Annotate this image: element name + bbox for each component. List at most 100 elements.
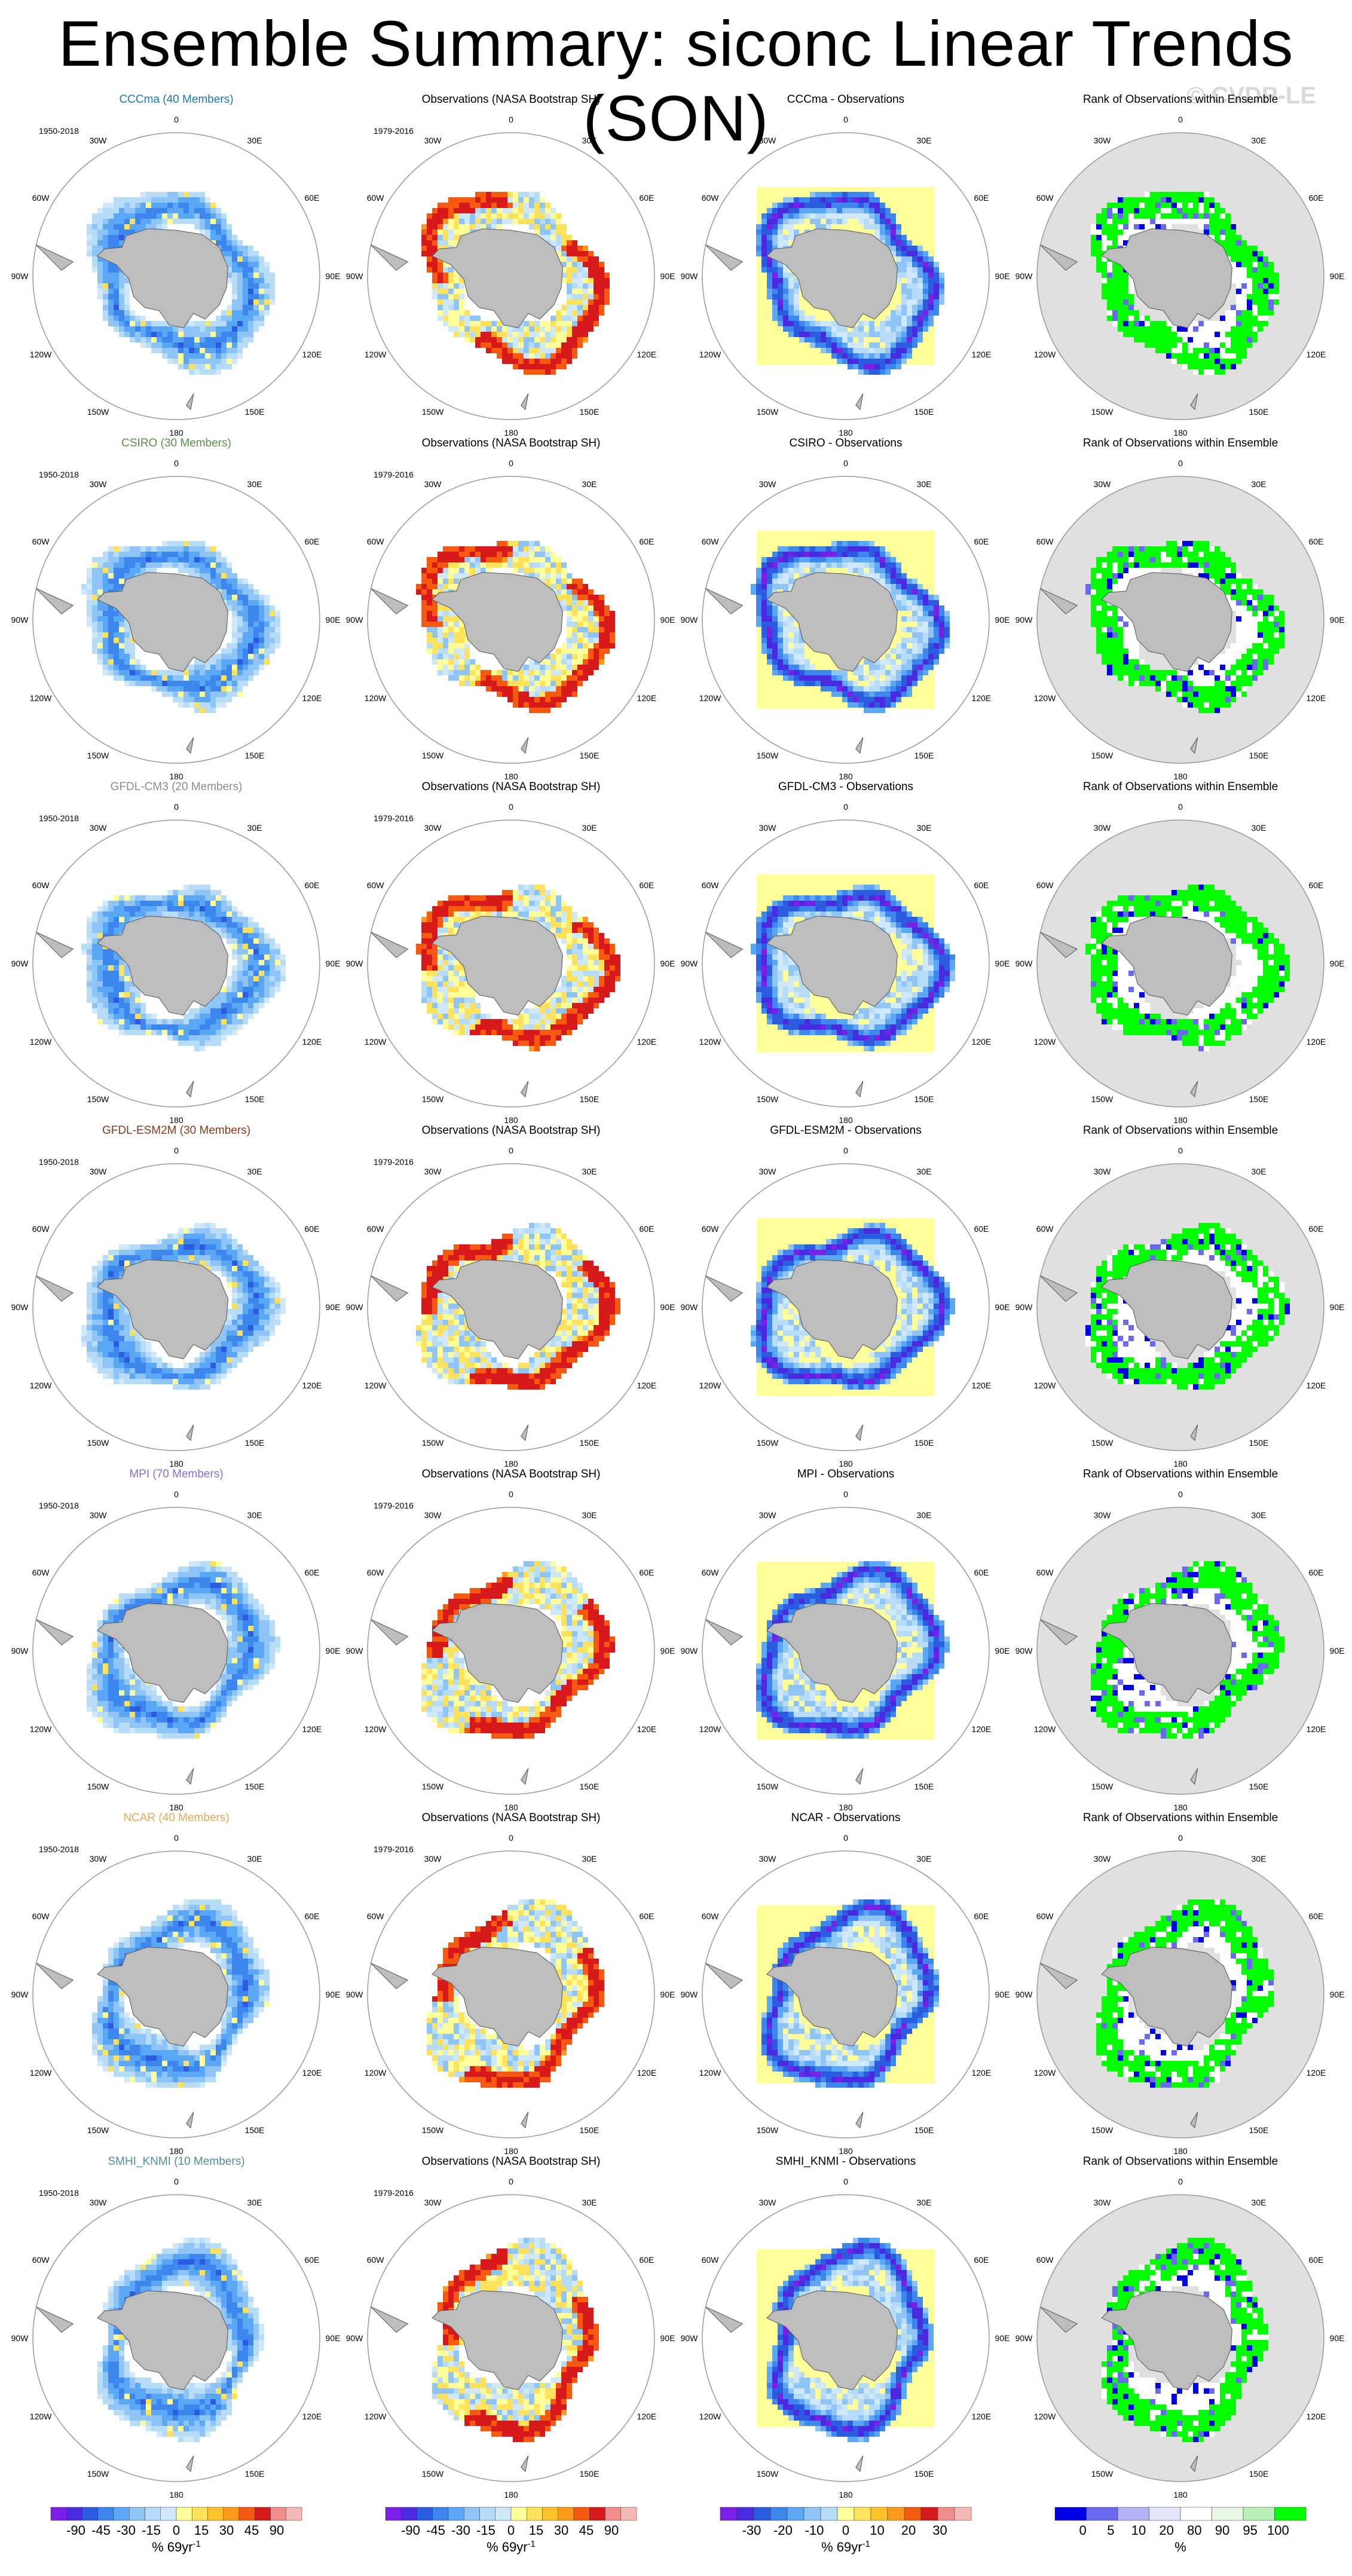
lon-label: 30W [1094, 1167, 1112, 1176]
colorbar-swatch [82, 2507, 98, 2521]
lon-label: 30W [759, 136, 777, 145]
colorbar-swatch [542, 2507, 558, 2521]
colorbar-swatch [904, 2507, 922, 2521]
colorbar-swatch [589, 2507, 605, 2521]
colorbar-tick-label: -30 [117, 2523, 136, 2538]
colorbar-tick-label: 30 [219, 2523, 234, 2538]
lon-label: 90E [1330, 1990, 1345, 1999]
colorbar-unit: % 69yr-1 [821, 2539, 870, 2554]
colorbar-swatch [160, 2507, 177, 2521]
map-boundary [702, 1850, 990, 2138]
antarctica-land [1101, 916, 1232, 1015]
polar-map-panel: 0 30E 60E 90E 120E 150E 180 150W 120W 90W 60W 30W [1015, 2177, 1345, 2499]
lon-label: 0 [509, 2177, 513, 2186]
new-zealand-land [855, 1081, 864, 1098]
lon-label: 0 [509, 1489, 513, 1499]
colorbar-swatch [837, 2507, 855, 2521]
lon-label: 150W [422, 1782, 444, 1791]
lon-label: 30E [247, 1167, 262, 1176]
colorbar-swatch [527, 2507, 543, 2521]
lon-label: 60E [974, 2255, 989, 2265]
colorbar-tick-label: 30 [932, 2523, 947, 2538]
lon-label: 60E [974, 1224, 989, 1234]
lon-label: 180 [169, 1115, 183, 1125]
lon-label: 60W [32, 880, 50, 890]
lon-label: 90E [326, 959, 341, 968]
antarctica-land [97, 1603, 228, 1703]
period-label: 1950-2018 [39, 1844, 79, 1854]
lon-label: 90E [660, 271, 675, 281]
new-zealand-land [186, 737, 194, 754]
colorbar-unit: % 69yr-1 [152, 2539, 201, 2554]
lon-label: 180 [839, 1115, 853, 1125]
new-zealand-land [521, 1424, 529, 1442]
lon-label: 30W [759, 479, 777, 489]
sea-ice-field [421, 1561, 615, 1739]
lon-label: 30E [582, 1510, 597, 1520]
lon-label: 90W [346, 959, 364, 968]
antarctica-land [97, 2290, 228, 2390]
map-boundary [32, 1850, 320, 2138]
lon-label: 120E [1307, 1724, 1326, 1734]
antarctica-land [766, 916, 898, 1015]
panel-title: NCAR - Observations [791, 1812, 901, 1824]
lon-label: 150E [580, 407, 599, 417]
antarctica-land [1101, 2290, 1232, 2390]
lon-label: 0 [843, 1146, 848, 1155]
panel-title: Observations (NASA Bootstrap SH) [422, 1124, 601, 1137]
lon-label: 150E [245, 1438, 265, 1448]
lon-label: 30W [1094, 1854, 1112, 1864]
south-america-land [370, 1619, 409, 1646]
colorbar-swatch [192, 2507, 208, 2521]
lon-label: 120W [699, 2068, 721, 2078]
lon-label: 90E [995, 615, 1010, 625]
lon-label: 150W [1091, 407, 1114, 417]
lon-label: 120W [699, 1724, 721, 1734]
lon-label: 150E [1249, 407, 1269, 417]
panel-title: CCCma - Observations [787, 93, 904, 106]
map-boundary [1036, 132, 1325, 420]
lon-label: 90E [326, 1646, 341, 1656]
colorbar-swatch [255, 2507, 271, 2521]
colorbar-swatch [401, 2507, 417, 2521]
lon-label: 150E [580, 751, 599, 760]
colorbar-swatch [286, 2507, 302, 2521]
antarctica-land [432, 1603, 563, 1703]
lon-label: 120E [972, 2068, 992, 2078]
antarctica-land [97, 228, 228, 328]
new-zealand-land [1190, 2455, 1198, 2473]
lon-label: 30W [1094, 136, 1112, 145]
polar-map-panel: 0 30E 60E 90E 120E 150E 180 150W 120W 90W 60W 30W [1015, 802, 1345, 1125]
lon-label: 180 [504, 1459, 518, 1468]
lon-label: 180 [839, 1459, 853, 1468]
lon-label: 90E [660, 1990, 675, 1999]
sea-ice-field [81, 1223, 286, 1390]
lon-label: 60E [1308, 1224, 1323, 1234]
lon-label: 0 [1178, 458, 1183, 468]
lon-label: 30W [424, 1167, 442, 1176]
panel-title: Observations (NASA Bootstrap SH) [422, 1468, 601, 1480]
colorbar-swatch [495, 2507, 512, 2521]
colorbar-swatch [1180, 2507, 1212, 2521]
new-zealand-land [855, 2455, 864, 2473]
lon-label: 120W [1034, 693, 1056, 703]
lon-label: 60W [367, 1911, 385, 1921]
colorbar-tick-label: -15 [142, 2523, 161, 2538]
polar-map-panel: 0 30E 60E 90E 120E 150E 180 150W 120W 90W 60W 30W [1015, 115, 1345, 438]
colorbar-tick-label: -90 [401, 2523, 420, 2538]
panel-title: CSIRO - Observations [790, 437, 903, 449]
lon-label: 150E [914, 407, 934, 417]
antarctica-land [432, 228, 563, 328]
new-zealand-land [855, 2112, 864, 2129]
lon-label: 60E [304, 193, 319, 203]
colorbar-tick-label: 15 [529, 2523, 543, 2538]
lon-label: 120E [637, 693, 657, 703]
lon-label: 90W [346, 1646, 364, 1656]
lon-label: 30W [759, 1854, 777, 1864]
lon-label: 60W [702, 2255, 720, 2265]
lon-label: 120E [637, 2412, 657, 2421]
lon-label: 150W [87, 2469, 109, 2479]
lon-label: 90E [995, 2333, 1010, 2343]
lon-label: 120W [699, 350, 721, 359]
colorbar-swatch [1117, 2507, 1149, 2521]
